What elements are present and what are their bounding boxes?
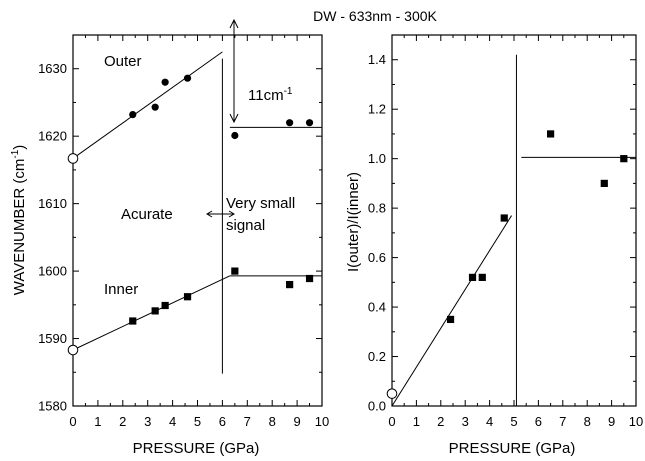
left-data-point bbox=[231, 267, 239, 275]
right-data-point bbox=[547, 130, 555, 138]
left-x-axis-title: PRESSURE (GPa) bbox=[133, 440, 260, 457]
right-fit-line bbox=[391, 215, 512, 407]
left-data-point bbox=[161, 78, 169, 86]
right-points bbox=[386, 130, 628, 399]
right-open-point bbox=[386, 388, 398, 399]
shift-label: 11cm-1 bbox=[248, 86, 293, 104]
left-y-axis-title-text: WAVENUMBER (cm bbox=[11, 159, 28, 296]
figure-title: DW - 633nm - 300K bbox=[313, 8, 437, 24]
left-data-point bbox=[231, 131, 239, 140]
left-data-point bbox=[129, 110, 137, 119]
left-data-point bbox=[161, 301, 169, 310]
right-xtick-label: 5 bbox=[510, 414, 517, 429]
left-y-axis-title: WAVENUMBER (cm-1) bbox=[10, 145, 28, 296]
left-xtick-label: 6 bbox=[219, 414, 226, 429]
right-xtick-label: 8 bbox=[584, 414, 591, 429]
left-open-point bbox=[67, 153, 79, 164]
right-ytick-label: 1.4 bbox=[368, 52, 386, 67]
right-ytick-label: 1.0 bbox=[368, 151, 386, 166]
right-ytick-label: 1.2 bbox=[368, 102, 386, 117]
shift-label-text: 11cm bbox=[248, 87, 284, 104]
right-xtick-label: 0 bbox=[388, 414, 395, 429]
right-ytick-label: 0.2 bbox=[368, 349, 386, 364]
left-xtick-label: 4 bbox=[169, 414, 176, 429]
right-data-point bbox=[600, 179, 608, 187]
right-ytick-label: 0.8 bbox=[368, 201, 386, 216]
left-ytick-label: 1600 bbox=[38, 264, 67, 279]
left-fit-line bbox=[72, 275, 231, 351]
left-ytick-label: 1620 bbox=[38, 129, 67, 144]
left-xtick-label: 9 bbox=[293, 414, 300, 429]
right-x-axis-title: PRESSURE (GPa) bbox=[449, 440, 576, 457]
right-xtick-label: 1 bbox=[413, 414, 420, 429]
right-xtick-label: 3 bbox=[462, 414, 469, 429]
very-small-label: Very small bbox=[226, 195, 295, 212]
signal-label: signal bbox=[226, 217, 265, 234]
left-data-point bbox=[129, 317, 137, 325]
left-data-point bbox=[183, 74, 192, 82]
left-xtick-label: 2 bbox=[119, 414, 126, 429]
left-fit-lines bbox=[72, 51, 322, 374]
left-chart: 0 1 2 3 4 5 6 7 8 9 10 1580 1590 1600 1610 1620 1630 Out… bbox=[10, 18, 329, 457]
left-annotations: Outer Inner 11cm-1 Acurate Very small si… bbox=[104, 18, 295, 298]
right-data-point bbox=[478, 273, 486, 281]
right-plot-frame bbox=[391, 34, 637, 407]
left-xtick-label: 8 bbox=[269, 414, 276, 429]
left-data-point bbox=[286, 280, 294, 289]
shift-arrow-down-head bbox=[229, 113, 239, 124]
shift-arrow-up-head bbox=[229, 18, 239, 29]
right-xtick-label: 2 bbox=[437, 414, 444, 429]
right-data-point bbox=[620, 155, 628, 163]
small-signal-arrow-head bbox=[228, 210, 235, 218]
left-fit-line bbox=[72, 51, 223, 159]
left-data-point bbox=[151, 103, 159, 111]
left-data-point bbox=[183, 293, 192, 301]
right-xtick-label: 6 bbox=[535, 414, 542, 429]
right-ytick-label: 0.0 bbox=[368, 399, 386, 414]
left-xtick-label: 0 bbox=[69, 414, 76, 429]
left-data-point bbox=[305, 119, 314, 127]
left-xtick-label: 1 bbox=[94, 414, 101, 429]
left-xtick-label: 5 bbox=[194, 414, 201, 429]
left-xtick-label: 7 bbox=[244, 414, 251, 429]
right-xtick-label: 7 bbox=[559, 414, 566, 429]
right-y-axis-title: I(outer)/I(inner) bbox=[345, 172, 362, 272]
right-ytick-label: 0.4 bbox=[368, 300, 386, 315]
series-label-outer: Outer bbox=[104, 53, 142, 70]
accurate-label: Acurate bbox=[121, 206, 173, 223]
left-data-point bbox=[286, 119, 294, 127]
left-data-point bbox=[305, 274, 314, 283]
left-xtick-label: 3 bbox=[144, 414, 151, 429]
right-ticks: 0 1 2 3 4 5 6 7 8 9 10 0.0 0.2 0.4 0.6 0.8 1.0 1.2 1.4 bbox=[368, 35, 643, 429]
left-y-axis-title-sup: -1 bbox=[10, 149, 21, 158]
left-y-axis-title-end: ) bbox=[11, 145, 28, 150]
right-data-point bbox=[468, 273, 477, 281]
left-ytick-label: 1630 bbox=[38, 61, 67, 76]
left-ytick-label: 1590 bbox=[38, 331, 67, 346]
shift-label-sup: -1 bbox=[284, 86, 293, 97]
right-chart: 0 1 2 3 4 5 6 7 8 9 10 0.0 0.2 0.4 0.6 0.8 1.0 1.2 1.4 PRE… bbox=[345, 34, 643, 457]
left-xtick-label: 10 bbox=[315, 414, 329, 429]
right-xtick-label: 4 bbox=[486, 414, 493, 429]
right-fit-lines bbox=[391, 54, 636, 407]
left-ytick-label: 1610 bbox=[38, 196, 67, 211]
series-label-inner: Inner bbox=[104, 281, 138, 298]
left-data-point bbox=[151, 307, 159, 315]
left-ytick-label: 1580 bbox=[38, 399, 67, 414]
right-ytick-label: 0.6 bbox=[368, 250, 386, 265]
accurate-arrow-head bbox=[206, 210, 213, 218]
left-ticks: 0 1 2 3 4 5 6 7 8 9 10 1580 1590 1600 1610 1620 1630 bbox=[38, 35, 329, 429]
left-points bbox=[67, 74, 314, 356]
right-xtick-label: 9 bbox=[608, 414, 615, 429]
left-open-point bbox=[67, 344, 79, 356]
right-data-point bbox=[446, 315, 455, 324]
right-data-point bbox=[500, 214, 508, 222]
right-xtick-label: 10 bbox=[629, 414, 643, 429]
